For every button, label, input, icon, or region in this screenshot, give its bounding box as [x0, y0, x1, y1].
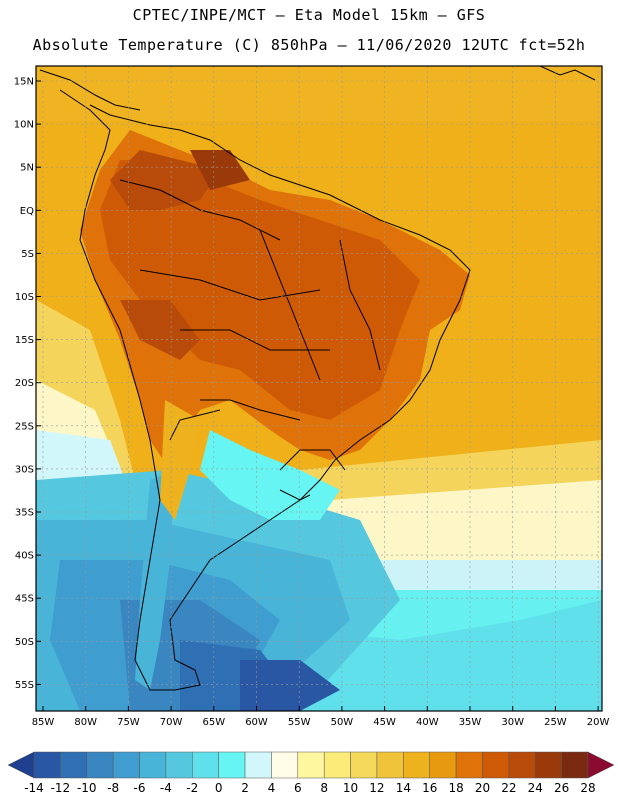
- lon-label: 50W: [331, 717, 354, 728]
- lat-label: 10N: [14, 120, 34, 131]
- lat-label: 5S: [21, 249, 34, 260]
- colorbar-label: 22: [501, 781, 516, 795]
- lat-label: 35S: [15, 508, 34, 519]
- lat-label: 25S: [15, 421, 34, 432]
- colorbar-swatch: [139, 751, 167, 779]
- colorbar-label: 26: [554, 781, 569, 795]
- lat-label: 40S: [15, 551, 34, 562]
- colorbar-label: -2: [186, 781, 198, 795]
- lon-label: 85W: [32, 717, 55, 728]
- lon-label: 30W: [501, 717, 524, 728]
- colorbar-label: -12: [51, 781, 71, 795]
- colorbar-label: -4: [160, 781, 172, 795]
- lon-label: 55W: [288, 717, 311, 728]
- colorbar-label: 10: [343, 781, 358, 795]
- latitude-labels: 15N 10N 5N EQ 5S 10S 15S 20S 25S 30S 35S 40S 45S 50S 5…: [14, 77, 41, 691]
- lat-label: 20S: [15, 378, 34, 389]
- colorbar-swatch: [112, 751, 140, 779]
- lon-label: 75W: [117, 717, 140, 728]
- colorbar-label: 18: [448, 781, 463, 795]
- colorbar-lower-arrow: [7, 751, 35, 779]
- colorbar-swatch: [271, 751, 299, 779]
- lon-label: 25W: [544, 717, 567, 728]
- colorbar-swatch: [165, 751, 193, 779]
- lon-label: 70W: [160, 717, 183, 728]
- lat-label: 10S: [15, 292, 34, 303]
- colorbar-swatch: [218, 751, 246, 779]
- lon-label: 65W: [202, 717, 225, 728]
- colorbar-label: 16: [422, 781, 437, 795]
- colorbar-swatch: [534, 751, 562, 779]
- colorbar-labels: -14 -12 -10 -8 -6 -4 -2 0 2 4 6 8 10 12 14 16 18 20 22 24 26…: [24, 781, 595, 795]
- colorbar-swatch: [244, 751, 272, 779]
- colorbar-swatch: [33, 751, 61, 779]
- colorbar-label: 20: [475, 781, 490, 795]
- colorbar-upper-arrow: [587, 751, 615, 779]
- map-frame: [35, 65, 603, 712]
- colorbar: [7, 751, 615, 779]
- colorbar-label: 12: [369, 781, 384, 795]
- lat-label: 50S: [15, 637, 34, 648]
- colorbar-swatch: [482, 751, 510, 779]
- colorbar-label: 0: [215, 781, 223, 795]
- colorbar-swatch: [455, 751, 483, 779]
- colorbar-swatch: [403, 751, 430, 779]
- lon-label: 80W: [74, 717, 97, 728]
- lat-label: 5N: [20, 163, 34, 174]
- lat-label: 55S: [15, 680, 34, 691]
- lon-label: 40W: [416, 717, 439, 728]
- colorbar-swatch: [323, 751, 351, 779]
- colorbar-swatch: [350, 751, 378, 779]
- lat-label: 15N: [14, 77, 34, 88]
- colorbar-swatch: [60, 751, 88, 779]
- lat-lon-grid: [36, 66, 602, 711]
- lon-label: 45W: [373, 717, 396, 728]
- colorbar-label: -10: [77, 781, 97, 795]
- colorbar-label: -6: [134, 781, 146, 795]
- title-line-2: Absolute Temperature (C) 850hPa – 11/06/…: [32, 36, 586, 54]
- colorbar-label: 2: [241, 781, 249, 795]
- colorbar-swatch: [297, 751, 325, 779]
- colorbar-label: 24: [528, 781, 543, 795]
- longitude-labels: 85W 80W 75W 70W 65W 60W 55W 50W 45W 40W 35W 30W 25W 2…: [32, 706, 610, 728]
- lon-label: 35W: [459, 717, 482, 728]
- coastlines: [39, 66, 596, 691]
- lat-label: 15S: [15, 335, 34, 346]
- temperature-field: [36, 66, 602, 711]
- colorbar-label: -14: [24, 781, 44, 795]
- lat-label: EQ: [20, 206, 34, 217]
- lon-label: 60W: [245, 717, 268, 728]
- colorbar-swatch: [429, 751, 457, 779]
- colorbar-swatch: [561, 751, 589, 779]
- title-line-1: CPTEC/INPE/MCT – Eta Model 15km – GFS: [132, 6, 486, 24]
- lat-label: 45S: [15, 594, 34, 605]
- colorbar-label: 8: [320, 781, 328, 795]
- colorbar-swatch: [376, 751, 404, 779]
- colorbar-label: 28: [580, 781, 595, 795]
- lat-label: 30S: [15, 464, 34, 475]
- colorbar-swatch: [508, 751, 536, 779]
- lon-label: 20W: [587, 717, 610, 728]
- colorbar-label: 14: [396, 781, 411, 795]
- colorbar-label: -8: [107, 781, 119, 795]
- colorbar-label: 4: [268, 781, 276, 795]
- colorbar-label: 6: [294, 781, 302, 795]
- colorbar-swatch: [192, 751, 219, 779]
- colorbar-swatch: [86, 751, 114, 779]
